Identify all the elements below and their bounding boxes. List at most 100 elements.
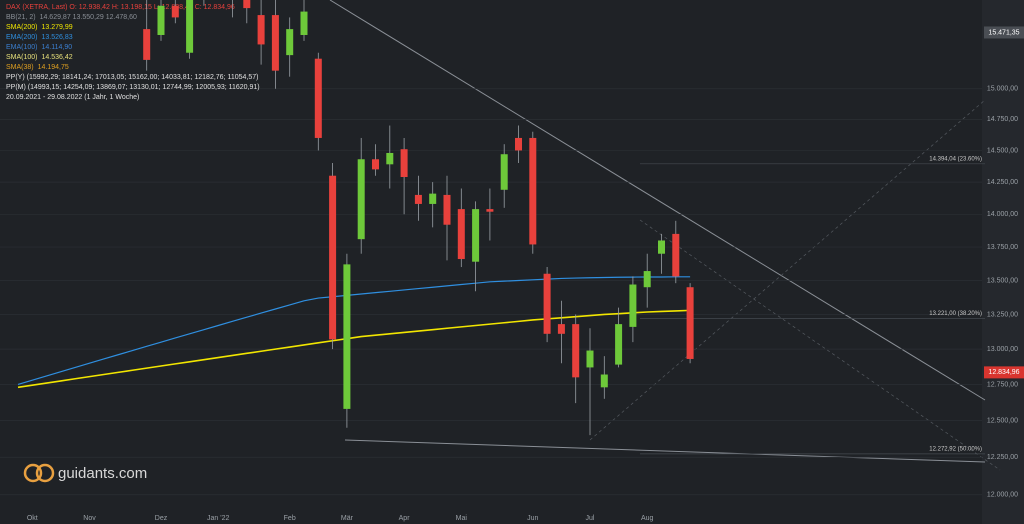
x-tick-label: Dez xyxy=(155,515,168,522)
candle-body xyxy=(457,209,465,260)
candle-body xyxy=(329,175,337,340)
y-tick-label: 12.750,00 xyxy=(987,381,1018,388)
candle-body xyxy=(386,152,394,165)
y-tick-label: 14.000,00 xyxy=(987,211,1018,218)
y-tick-label: 12.250,00 xyxy=(987,454,1018,461)
price-label: 12.834,96 xyxy=(988,369,1019,376)
brand-name: guidants.com xyxy=(58,465,147,482)
legend-value: 13.279,99 xyxy=(42,24,73,31)
fib-label: 13.221,00 (38.20%) xyxy=(929,311,982,317)
candle-body xyxy=(572,324,580,378)
y-tick-label: 12.000,00 xyxy=(987,492,1018,499)
candle-body xyxy=(157,5,165,35)
legend-entry: EMA(100) 14.114,90 xyxy=(6,44,72,51)
y-tick-label: 13.250,00 xyxy=(987,311,1018,318)
brand: guidants.com xyxy=(23,463,147,483)
candle-body xyxy=(658,240,665,254)
period-label: 20.09.2021 - 29.08.2022 (1 Jahr, 1 Woche… xyxy=(6,94,139,101)
fib-label: 14.394,04 (23.60%) xyxy=(929,156,982,162)
legend-value: 14.629,87 13.550,29 12.478,60 xyxy=(40,14,137,21)
x-tick-label: Aug xyxy=(641,515,654,522)
legend-value: 14.114,90 xyxy=(42,44,73,51)
legend-entry: BB(21, 2) 14.629,87 13.550,29 12.478,60 xyxy=(6,14,137,21)
fib-label: 12.272,92 (50.00%) xyxy=(929,446,982,452)
candle-body xyxy=(515,137,522,151)
candle-body xyxy=(372,159,379,170)
x-tick-label: Nov xyxy=(83,515,96,522)
trendline xyxy=(329,0,986,401)
x-tick-label: Jan '22 xyxy=(207,515,229,522)
y-tick-label: 13.000,00 xyxy=(987,346,1018,353)
legend-entry: SMA(100) 14.536,42 xyxy=(6,54,73,61)
legend-entry: SMA(200) 13.279,99 xyxy=(6,24,73,31)
trendline xyxy=(344,439,986,463)
candle-body xyxy=(271,15,279,71)
legend-title: DAX (XETRA, Last) O: 12.938,42 H: 13.198… xyxy=(6,4,235,11)
decoration xyxy=(329,0,1001,471)
x-tick-label: Jul xyxy=(586,515,595,522)
candle-body xyxy=(186,0,194,53)
x-tick-label: Mär xyxy=(341,515,354,522)
candle-body xyxy=(414,194,422,204)
fan-line xyxy=(639,219,1001,471)
candle-body xyxy=(357,159,365,240)
price-box xyxy=(984,366,1024,379)
candle-body xyxy=(243,0,251,9)
x-tick-label: Jun xyxy=(527,515,538,522)
candle-body xyxy=(615,324,623,365)
candle-body xyxy=(529,137,537,245)
legend-name: SMA(38) xyxy=(6,64,34,71)
price-box xyxy=(984,26,1024,39)
candle-body xyxy=(314,58,322,138)
candle-body xyxy=(643,271,651,288)
y-tick-label: 13.500,00 xyxy=(987,277,1018,284)
candle-body xyxy=(171,5,179,18)
y-tick-label: 12.500,00 xyxy=(987,417,1018,424)
price-axis-panel xyxy=(982,0,1024,524)
candle-body xyxy=(543,273,551,334)
x-tick-label: Mai xyxy=(456,515,468,522)
y-tick-label: 13.750,00 xyxy=(987,244,1018,251)
legend-value: 13.526,83 xyxy=(42,34,73,41)
y-tick-label: 15.000,00 xyxy=(987,86,1018,93)
legend-name: BB(21, 2) xyxy=(6,14,36,21)
candle-body xyxy=(500,154,508,190)
x-tick-label: Okt xyxy=(27,515,38,522)
candle-body xyxy=(586,350,594,368)
candle-body xyxy=(443,194,451,225)
indicator-line xyxy=(17,309,691,389)
candle-body xyxy=(300,11,308,35)
indicator-line xyxy=(17,276,691,386)
fan-line xyxy=(589,99,986,441)
candle-body xyxy=(286,29,294,56)
candle-body xyxy=(400,149,408,177)
legend-name: EMA(200) xyxy=(6,34,38,41)
candle-body xyxy=(600,374,608,388)
logo xyxy=(23,463,43,483)
logo xyxy=(35,463,55,483)
y-tick-label: 14.750,00 xyxy=(987,116,1018,123)
legend-value: 14.536,42 xyxy=(42,54,73,61)
legend-entry: EMA(200) 13.526,83 xyxy=(6,34,73,41)
x-tick-label: Feb xyxy=(284,515,296,522)
y-tick-label: 14.250,00 xyxy=(987,179,1018,186)
pivot-label: PP(M) (14993,15; 14254,09; 13869,07; 131… xyxy=(6,84,260,91)
legend-name: SMA(100) xyxy=(6,54,38,61)
candle-body xyxy=(429,193,437,204)
legend-value: 14.194,75 xyxy=(38,64,69,71)
candle-body xyxy=(143,29,151,60)
candle-body xyxy=(257,15,265,45)
candle-body xyxy=(343,264,351,409)
candle-body xyxy=(672,233,680,277)
legend-name: SMA(200) xyxy=(6,24,38,31)
candle-body xyxy=(486,209,494,212)
candle-body xyxy=(472,209,480,262)
price-label: 15.471,35 xyxy=(988,29,1019,36)
y-tick-label: 14.500,00 xyxy=(987,147,1018,154)
legend-name: EMA(100) xyxy=(6,44,38,51)
pivot-label: PP(Y) (15992,29; 18141,24; 17013,05; 151… xyxy=(6,74,258,81)
candle-body xyxy=(557,324,565,334)
candle-body xyxy=(629,284,637,327)
